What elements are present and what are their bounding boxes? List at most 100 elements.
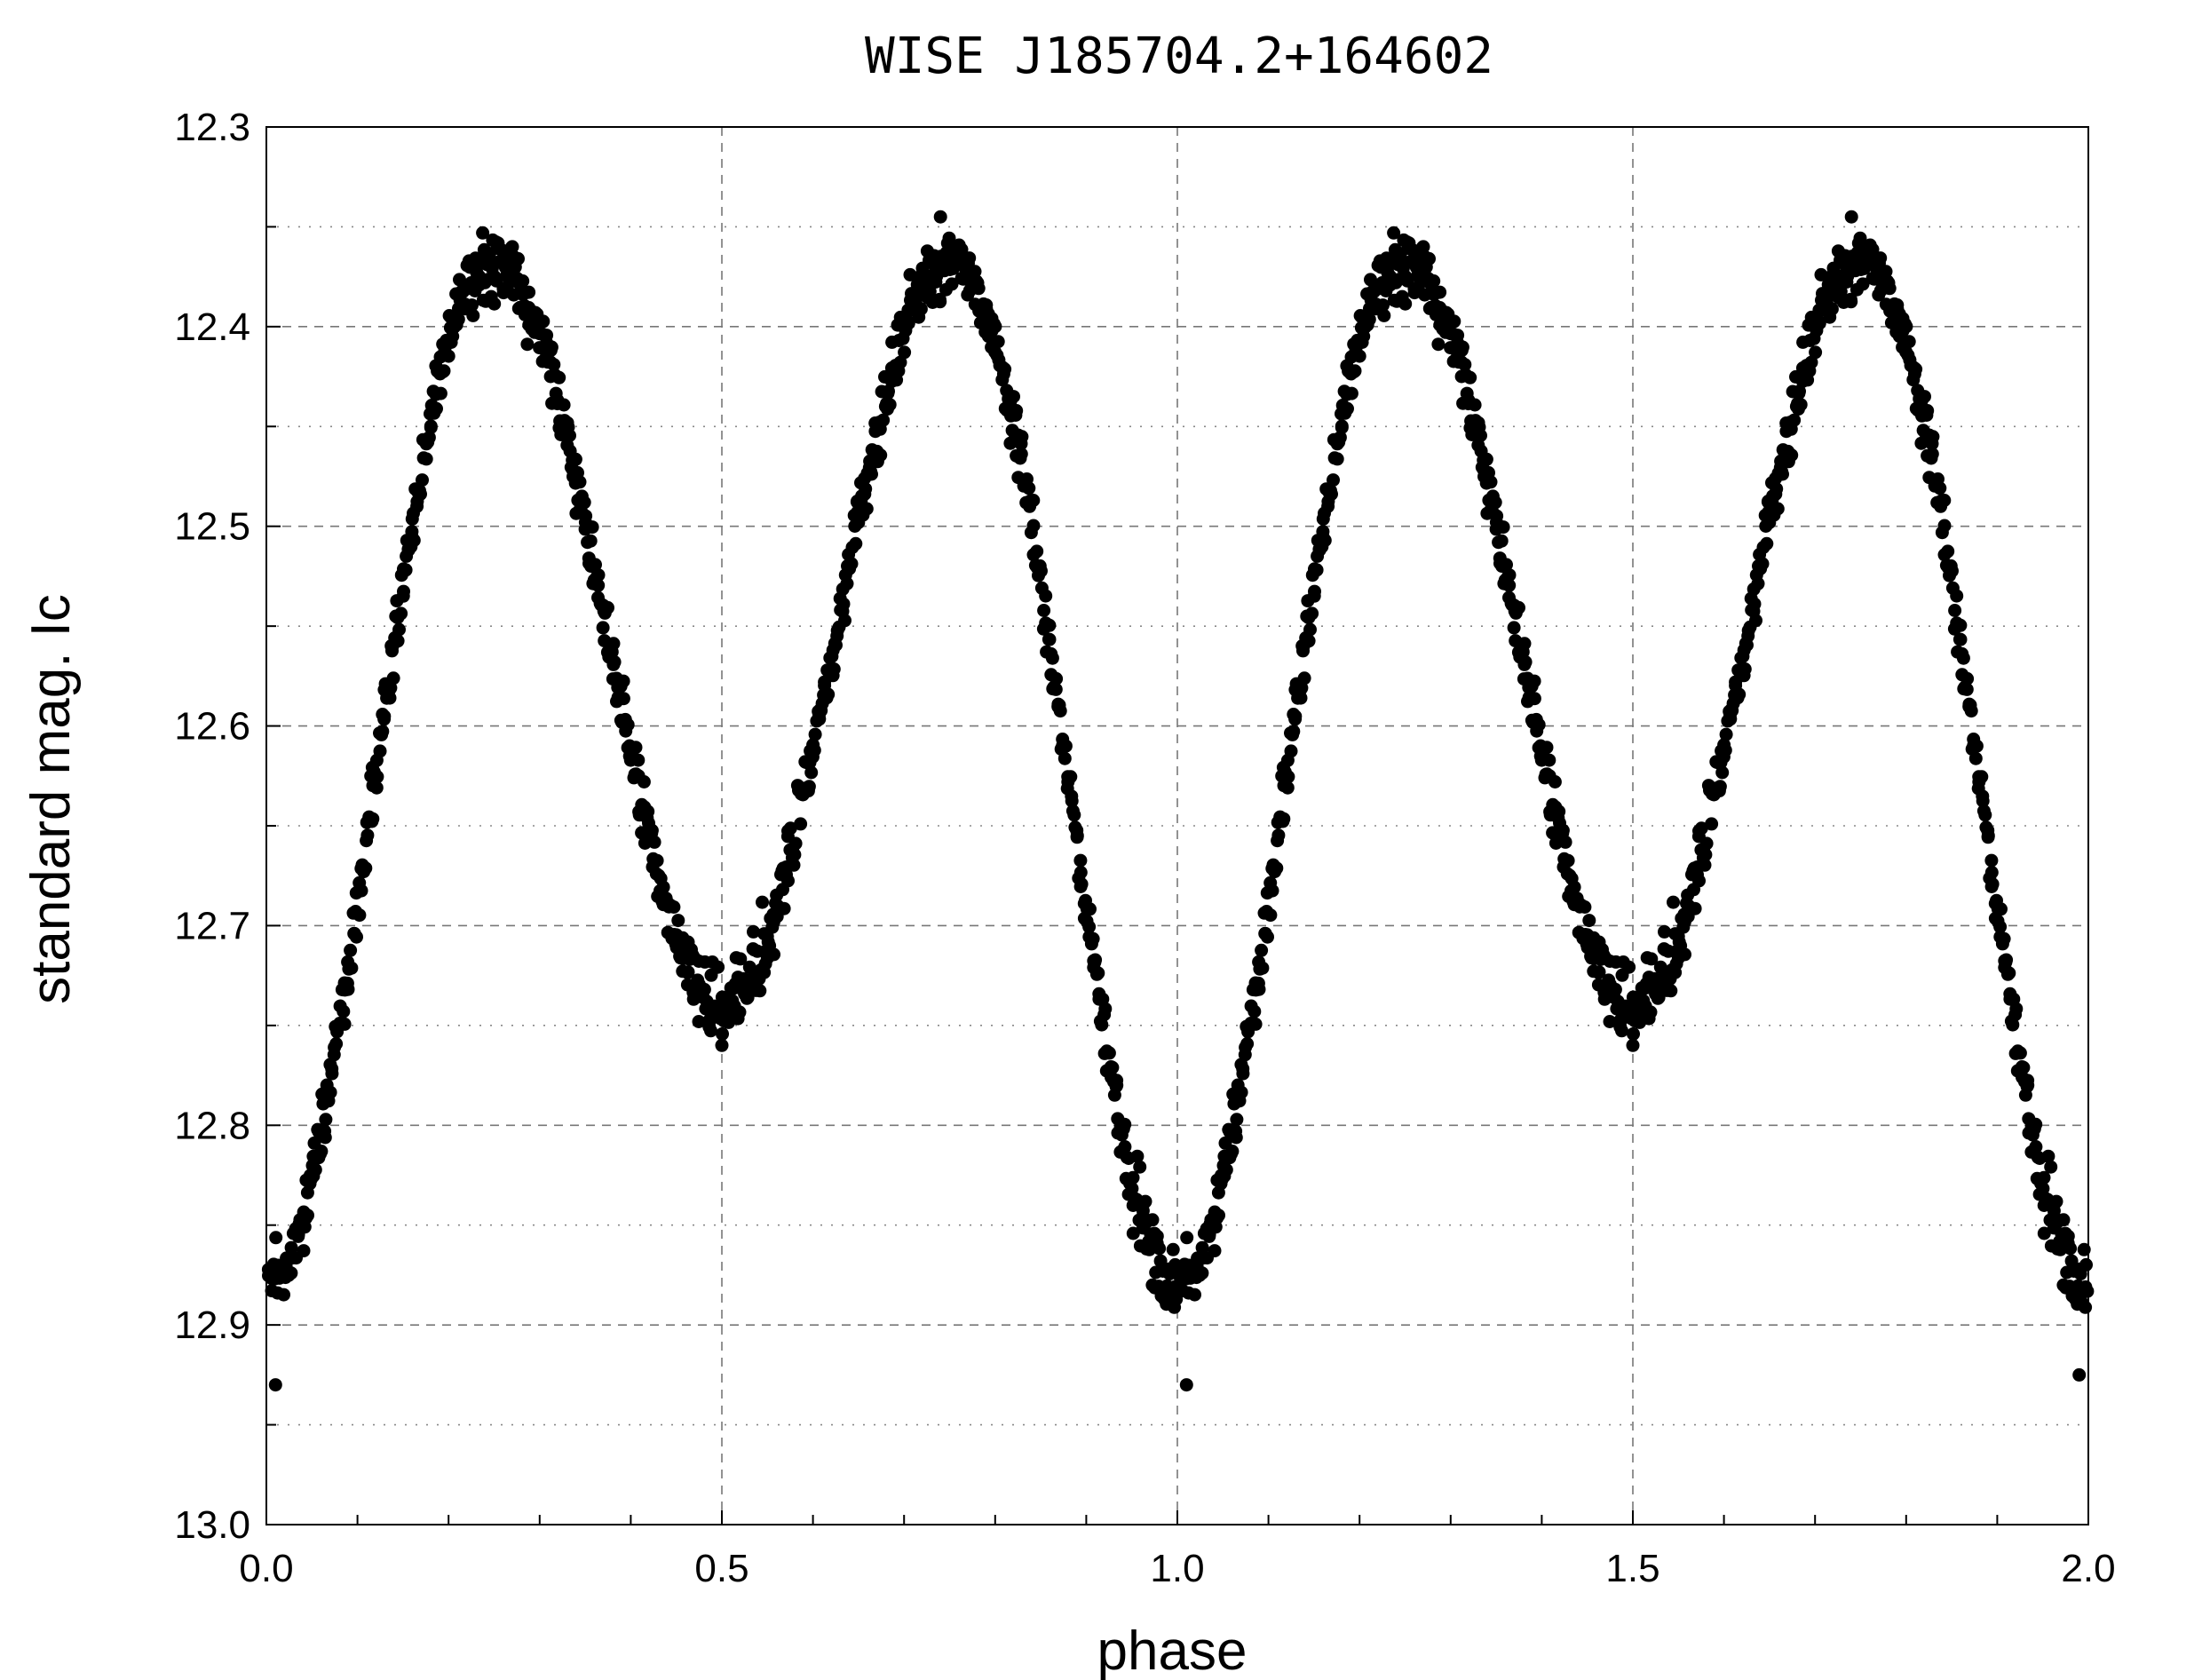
data-point [1341, 401, 1354, 416]
x-tick-label: 2.0 [2061, 1547, 2115, 1590]
data-point [697, 982, 711, 996]
data-point [568, 452, 582, 466]
data-point [557, 398, 571, 412]
data-point [1335, 421, 1349, 434]
data-point [836, 597, 851, 611]
data-point [781, 874, 795, 888]
data-point [1561, 853, 1575, 868]
data-point [1994, 902, 2008, 916]
y-tick-label: 12.7 [174, 904, 250, 947]
data-point [1834, 284, 1848, 298]
data-point [1751, 576, 1765, 590]
data-point [1770, 482, 1784, 496]
data-point [945, 277, 959, 291]
data-point [1179, 1378, 1193, 1392]
data-point [2063, 1241, 2078, 1256]
data-point [1558, 835, 1572, 849]
data-point [1770, 502, 1785, 516]
data-point [1776, 467, 1789, 481]
y-tick-label: 12.6 [174, 705, 250, 749]
data-point [1658, 924, 1671, 939]
data-point [1463, 370, 1477, 384]
data-point [1022, 481, 1036, 495]
data-point [2072, 1367, 2087, 1382]
data-point [414, 487, 427, 501]
data-point [1270, 861, 1284, 876]
data-point [1705, 817, 1719, 831]
chart-title: WISE J185704.2+164602 [865, 28, 1493, 85]
data-point [1488, 495, 1502, 510]
data-point [2049, 1194, 2063, 1208]
data-point [893, 355, 907, 369]
data-point [297, 1244, 311, 1258]
data-point [865, 467, 878, 481]
data-point [1073, 866, 1088, 879]
data-point [616, 674, 630, 688]
data-point [1933, 481, 1947, 495]
data-point [996, 367, 1010, 381]
data-point [269, 1231, 283, 1245]
data-point [1225, 1145, 1240, 1158]
data-point [2037, 1170, 2051, 1185]
data-point [1622, 960, 1636, 974]
data-point [1219, 1162, 1233, 1177]
data-point [1138, 1194, 1152, 1208]
data-point [901, 316, 915, 330]
data-point [422, 431, 436, 445]
data-point [1118, 1117, 1132, 1131]
data-point [589, 558, 602, 572]
data-point [821, 687, 836, 701]
data-point [522, 285, 536, 299]
data-point [2041, 1149, 2055, 1163]
data-point [1208, 1244, 1222, 1258]
data-point [914, 302, 928, 316]
data-point [1102, 1046, 1116, 1060]
data-point [1644, 1005, 1658, 1019]
data-point [1981, 828, 1995, 843]
x-axis-label: phase [1097, 1621, 1248, 1680]
data-point [1960, 682, 1974, 696]
data-point [1070, 828, 1084, 843]
data-point [733, 952, 748, 966]
data-point [733, 1005, 747, 1019]
data-point [1297, 671, 1311, 685]
data-point [1747, 597, 1762, 611]
data-point [716, 1026, 729, 1041]
data-point [433, 386, 448, 400]
data-point [1458, 358, 1472, 372]
data-point [942, 231, 956, 245]
data-point [1792, 386, 1806, 400]
data-point [1484, 475, 1498, 489]
data-point [1578, 900, 1592, 914]
data-point [2002, 966, 2016, 980]
data-point [1902, 335, 1916, 349]
data-point [1603, 1015, 1617, 1028]
data-point [1281, 770, 1295, 784]
data-point [844, 557, 859, 571]
data-point [577, 495, 591, 510]
data-point [1937, 519, 1952, 533]
data-point [277, 1288, 290, 1302]
data-point [1500, 558, 1513, 572]
data-point [1168, 1257, 1182, 1272]
data-point [1026, 519, 1041, 533]
data-point [1582, 914, 1596, 928]
data-point [1760, 536, 1774, 551]
data-point [1271, 828, 1286, 843]
grid-lines [266, 127, 2088, 1525]
data-point [807, 743, 821, 757]
data-point [511, 251, 525, 265]
data-point [1255, 961, 1270, 975]
data-point [1049, 682, 1063, 696]
data-point [681, 965, 695, 979]
data-point [1843, 292, 1857, 306]
data-point [1984, 853, 1999, 868]
data-points [261, 210, 2095, 1392]
data-point [2079, 1257, 2093, 1272]
data-point [377, 709, 392, 724]
data-point [1229, 1130, 1243, 1145]
data-point [345, 961, 359, 975]
data-point [1091, 966, 1105, 980]
data-point [1719, 727, 1733, 741]
data-point [1288, 709, 1303, 724]
